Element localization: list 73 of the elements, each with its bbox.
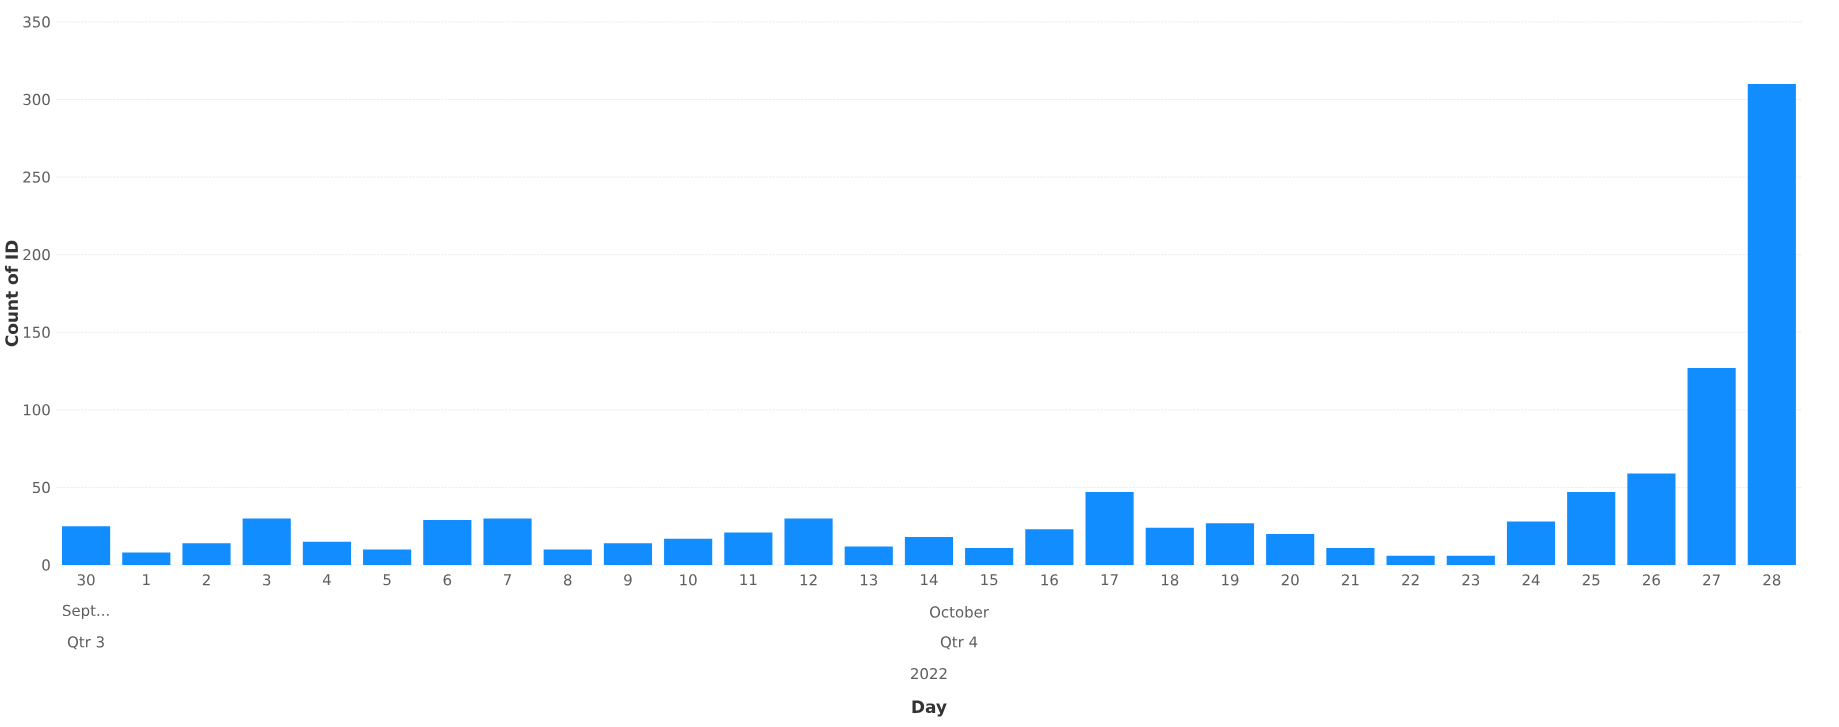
bar (1386, 555, 1435, 565)
x-tick-label: 25 (1582, 573, 1600, 586)
y-tick-label: 350 (23, 16, 50, 28)
y-tick-label: 0 (42, 559, 50, 571)
bar (1446, 555, 1495, 565)
x-tick-label: 22 (1402, 573, 1419, 586)
x-tick-label: 13 (860, 573, 878, 586)
bar (784, 518, 833, 565)
y-tick-label: 300 (23, 93, 50, 105)
x-tick-label: 8 (563, 573, 572, 586)
x-tick-label: 18 (1161, 573, 1179, 586)
y-tick-label: 150 (23, 326, 50, 338)
bar (1025, 529, 1074, 565)
x-tick-label: 9 (624, 573, 632, 586)
bar (1205, 522, 1255, 565)
text: Qtr 3 (67, 636, 104, 650)
bar (242, 518, 291, 565)
x-tick-label: 7 (504, 573, 512, 585)
y-axis-title: Count of ID (4, 240, 19, 347)
x-tick-label: 5 (383, 573, 391, 586)
x-tick-label: 10 (680, 573, 697, 586)
bar (1266, 533, 1315, 565)
bar (603, 543, 653, 565)
bar (423, 519, 472, 565)
x-tick-label: 2 (202, 573, 210, 586)
bar (1687, 367, 1736, 565)
bar (122, 552, 171, 565)
text: Sept... (62, 604, 109, 619)
y-tick-label: 200 (23, 248, 50, 261)
x-tick-label: 21 (1341, 573, 1359, 586)
x-tick-label: 6 (443, 573, 452, 586)
bar (844, 546, 893, 565)
x-tick-label: 19 (1222, 573, 1239, 586)
bar (1627, 473, 1676, 565)
x-tick-label: 4 (322, 573, 331, 585)
x-tick-label: 24 (1522, 573, 1540, 586)
x-tick-label: 26 (1643, 573, 1660, 586)
x-tick-label: 14 (921, 573, 938, 585)
bar (724, 532, 773, 565)
x-tick-label: 27 (1703, 573, 1720, 586)
x-tick-label: 12 (800, 573, 817, 586)
x-tick-label: 20 (1281, 573, 1299, 586)
bar (1145, 527, 1194, 565)
x-tick-label: 15 (981, 573, 998, 586)
x-tick-label: 16 (1041, 573, 1058, 586)
bar (904, 536, 954, 565)
bar (1506, 521, 1556, 565)
bar (965, 547, 1014, 565)
x-tick-label: 23 (1462, 573, 1480, 586)
y-tick-label: 50 (32, 481, 50, 493)
text: October (929, 605, 989, 618)
x-tick-label: 3 (263, 573, 271, 586)
x-tick-label: 1 (143, 573, 150, 585)
x-tick-label: 30 (77, 573, 95, 586)
text: Qtr 4 (940, 636, 978, 650)
bar (62, 526, 111, 565)
x-tick-label: 17 (1101, 573, 1118, 585)
bar (302, 541, 351, 565)
bar (363, 549, 412, 565)
bar (182, 543, 231, 565)
bar (483, 518, 532, 565)
bar (1747, 83, 1796, 565)
y-tick-label: 100 (23, 403, 50, 416)
text: 2022 (911, 667, 947, 680)
x-tick-label: 28 (1763, 573, 1781, 586)
x-tick-label: 11 (740, 573, 757, 585)
bar (543, 549, 592, 565)
y-tick-label: 250 (23, 171, 50, 183)
bar (1567, 491, 1616, 565)
bar (1085, 491, 1134, 565)
text: Day (912, 700, 947, 717)
bar (1326, 547, 1375, 565)
bar (664, 538, 713, 565)
